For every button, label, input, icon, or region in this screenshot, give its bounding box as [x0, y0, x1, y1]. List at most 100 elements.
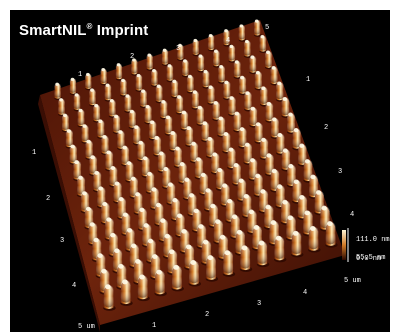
pillar-highlight [236, 229, 243, 235]
pillar-highlight [134, 125, 139, 129]
pillar-highlight [261, 86, 266, 91]
pillar-shading [120, 280, 131, 303]
pillar-shading [113, 182, 122, 201]
pillar-shading [80, 191, 90, 211]
pillar-highlight [172, 79, 177, 84]
pillar-shading [141, 156, 150, 176]
pillar-shading [199, 173, 209, 193]
pillar-shading [166, 183, 176, 203]
pillar-highlight [147, 53, 152, 57]
pillar-shading [115, 63, 123, 79]
pillar-highlight [261, 137, 266, 142]
pillar-highlight [183, 59, 187, 63]
pillar-shading [69, 78, 77, 93]
pillar-highlight [299, 194, 305, 200]
pillar-shading [276, 133, 285, 153]
pillar-highlight [244, 142, 250, 147]
pillar-highlight [250, 55, 255, 59]
pillar-shading [155, 85, 163, 101]
left-tick-1: 1 [32, 149, 37, 157]
pillar-shading [109, 166, 118, 185]
pillar-shading [121, 213, 131, 234]
pillar-highlight [136, 73, 141, 78]
pillar-shading [77, 176, 86, 195]
pillar-shading [171, 198, 181, 219]
pillar-highlight [160, 218, 166, 223]
pillar-highlight [207, 136, 212, 141]
pillar-shading [171, 80, 179, 96]
pillar-highlight [169, 249, 175, 255]
pillar-highlight [245, 91, 250, 95]
pillar-shading [292, 180, 302, 201]
pillar-shading [182, 59, 189, 75]
pillar-highlight [94, 170, 99, 175]
pillar-highlight [288, 163, 294, 169]
pillar-highlight [229, 96, 234, 100]
pillar-highlight [154, 135, 159, 140]
pillar-shading [276, 82, 284, 100]
pillar-shading [85, 140, 93, 158]
pillar-shading [164, 116, 173, 134]
pillar-highlight [217, 167, 223, 173]
pillar-highlight [118, 263, 124, 269]
pillar-shading [233, 60, 241, 77]
pillar-highlight [125, 94, 130, 98]
title-rest: Imprint [96, 22, 149, 39]
pillar-highlight [227, 198, 233, 204]
z-scale-top-label: 111.0 nm [356, 236, 390, 244]
right-tick-4: 4 [350, 211, 355, 219]
pillar-shading [84, 207, 94, 227]
pillar-shading [233, 112, 242, 130]
pillar-highlight [287, 215, 294, 221]
pillar-highlight [90, 155, 95, 160]
pillar-shading [73, 93, 81, 109]
pillar-shading [151, 69, 158, 85]
pillar-shading [259, 35, 267, 51]
pillar-highlight [131, 243, 137, 249]
pillar-shading [303, 159, 313, 180]
pillar-highlight [93, 237, 99, 243]
pillar-highlight [143, 223, 149, 228]
pillar-highlight [105, 83, 110, 87]
pillar-shading [287, 164, 296, 185]
pillar-shading [97, 119, 105, 137]
pillar-highlight [243, 194, 249, 199]
pillar-shading [180, 111, 189, 129]
right-end-label: 5 um [344, 277, 361, 285]
pillar-shading [253, 19, 261, 35]
pillar-highlight [109, 99, 114, 103]
pillar-shading [108, 99, 116, 116]
pillar-highlight [200, 172, 206, 177]
pillar-highlight [198, 224, 204, 229]
pillar-highlight [248, 209, 254, 215]
pillar-shading [207, 85, 215, 103]
pillar-shading [259, 189, 269, 211]
pillar-highlight [139, 274, 145, 280]
pillar-shading [325, 221, 336, 245]
pillar-highlight [118, 130, 123, 134]
pillar-highlight [122, 212, 128, 217]
pillar-highlight [97, 253, 103, 258]
pillar-highlight [258, 240, 265, 246]
pillar-shading [150, 187, 159, 208]
z-scale-zero-label: 0.0 nm [356, 255, 382, 263]
pillar-highlight [175, 146, 180, 151]
pillar-highlight [255, 70, 260, 75]
pillar-shading [270, 117, 279, 137]
pillar-shading [249, 107, 258, 125]
pillar-highlight [172, 197, 178, 203]
pillar-shading [253, 174, 263, 195]
pillar-highlight [132, 58, 136, 62]
pillar-highlight [116, 63, 121, 67]
pillar-shading [61, 114, 69, 130]
pillar-shading [196, 106, 205, 124]
pillar-highlight [215, 219, 221, 224]
pillar-shading [171, 265, 182, 289]
right-tick-1: 1 [306, 76, 311, 84]
pillar-highlight [85, 206, 91, 211]
pillar-shading [275, 184, 285, 206]
pillar-shading [117, 197, 127, 218]
pillar-shading [217, 117, 226, 135]
pillar-highlight [106, 150, 111, 155]
pillar-shading [228, 96, 236, 114]
